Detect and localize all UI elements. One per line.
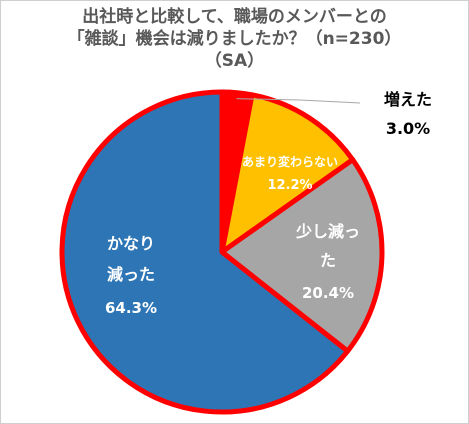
value-少し減った: 20.4% (302, 284, 354, 302)
value-かなり減った: 64.3% (105, 299, 157, 317)
pie-slice-2 (219, 157, 385, 354)
chart-title: 出社時と比較して、職場のメンバーとの 「雑談」機会は減りましたか？（n=230）… (0, 6, 469, 72)
label-少し減った-line-1: 少し減っ (295, 222, 360, 241)
label-少し減った-line-2: た (320, 251, 336, 270)
label-かなり減った-line-2: 減った (107, 265, 155, 284)
label-あまり変わらない: あまり変わらない (242, 154, 338, 169)
pie-slice-1 (219, 92, 356, 255)
label-増えた: 増えた (384, 90, 432, 109)
chart-title-line-2: 「雑談」機会は減りましたか？（n=230） (67, 29, 402, 49)
label-かなり減った-line-1: かなり (107, 234, 155, 253)
pie-slices (59, 89, 385, 415)
value-増えた: 3.0% (386, 119, 430, 138)
value-あまり変わらない: 12.2% (267, 178, 312, 193)
leader-line-増えた (236, 98, 361, 104)
pie-slice-3 (59, 89, 351, 415)
chart-title-line-3: （SA） (204, 51, 265, 71)
chart-title-line-1: 出社時と比較して、職場のメンバーとの (82, 7, 387, 27)
